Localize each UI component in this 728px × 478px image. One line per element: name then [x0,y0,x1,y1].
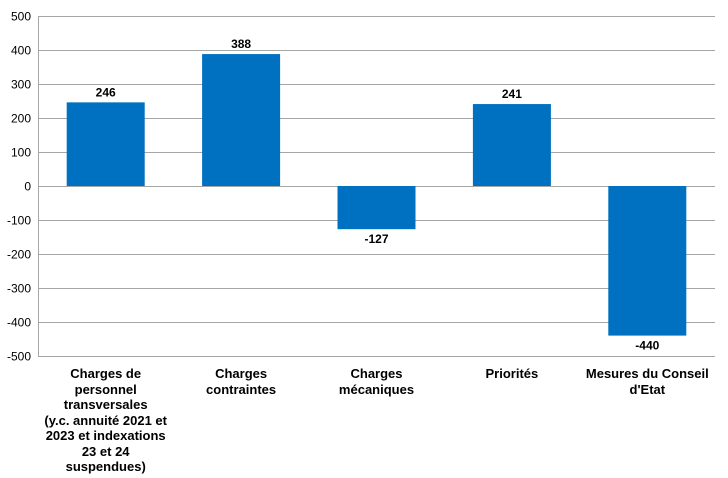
y-tick-label: 0 [24,180,31,194]
bar [66,102,145,186]
x-category-label: Charges de personnel transversales (y.c.… [44,366,167,474]
y-tick-label: -500 [7,350,31,364]
y-tick-label: -100 [7,214,31,228]
data-label: -127 [364,232,388,246]
bar [472,104,551,186]
data-label: 388 [231,37,251,51]
bar [337,186,416,230]
y-tick-label: 200 [11,112,31,126]
bar [202,54,281,186]
y-tick-label: 300 [11,78,31,92]
data-label: 241 [502,87,522,101]
y-tick-label: 500 [11,10,31,24]
y-tick-label: 400 [11,44,31,58]
data-labels: 246 388 -127 241 -440 [96,37,660,353]
x-category-label: Charges mécaniques [338,366,415,397]
y-tick-label: -400 [7,316,31,330]
bar [608,186,687,336]
y-tick-label: 100 [11,146,31,160]
bars [66,54,687,336]
data-label: 246 [96,85,116,99]
y-tick-label: -300 [7,282,31,296]
x-category-label: Mesures du Conseil d'Etat [585,366,709,397]
x-category-label: Charges contraintes [206,366,277,397]
y-tick-label: -200 [7,248,31,262]
data-label: -440 [635,339,659,353]
x-category-label: Priorités [485,366,539,381]
y-axis-tick-labels: 500 400 300 200 100 0 -100 -200 -300 -400 -500 [7,10,31,364]
